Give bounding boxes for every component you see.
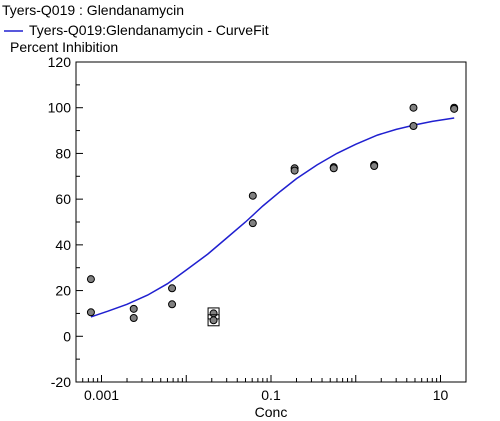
data-point	[86, 308, 95, 317]
y-tick-label: 100	[48, 100, 72, 116]
x-tick-label: 0.001	[84, 387, 119, 403]
data-point	[129, 314, 138, 322]
x-axis-title: Conc	[255, 404, 288, 420]
data-point	[168, 300, 177, 309]
y-tick-label: 0	[63, 328, 71, 344]
data-point	[129, 304, 138, 313]
y-tick-label: 60	[55, 191, 71, 207]
y-tick-label: 40	[55, 237, 71, 253]
y-axis-title: Percent Inhibition	[10, 39, 118, 55]
x-tick-label: 10	[433, 387, 449, 403]
data-point	[248, 191, 257, 200]
data-point	[248, 219, 257, 228]
data-point	[450, 104, 459, 113]
data-point	[370, 162, 379, 170]
plot-area	[75, 61, 467, 383]
excluded-data-point	[209, 309, 218, 318]
x-tick-label: 0.1	[261, 387, 281, 403]
excluded-data-point	[209, 316, 218, 325]
x-axis: 0.001 0.1 10	[75, 375, 467, 403]
y-tick-label: 20	[55, 283, 71, 299]
data-point	[329, 164, 338, 173]
y-tick-label: 80	[55, 145, 71, 161]
curve-fit-line	[90, 117, 455, 318]
data-point	[168, 284, 177, 293]
data-points	[86, 103, 459, 327]
data-point	[290, 166, 299, 175]
y-axis: -20 0 20 40 60 80 100 120	[48, 54, 83, 390]
data-point	[409, 122, 418, 130]
chart-title: Tyers-Q019 : Glendanamycin	[2, 2, 184, 18]
data-point	[86, 275, 95, 284]
y-tick-label: 120	[48, 54, 72, 70]
excluded-point-box	[207, 314, 220, 327]
data-point	[409, 103, 418, 112]
legend-entry: Tyers-Q019:Glendanamycin - CurveFit	[29, 22, 269, 38]
y-tick-label: -20	[51, 374, 71, 390]
